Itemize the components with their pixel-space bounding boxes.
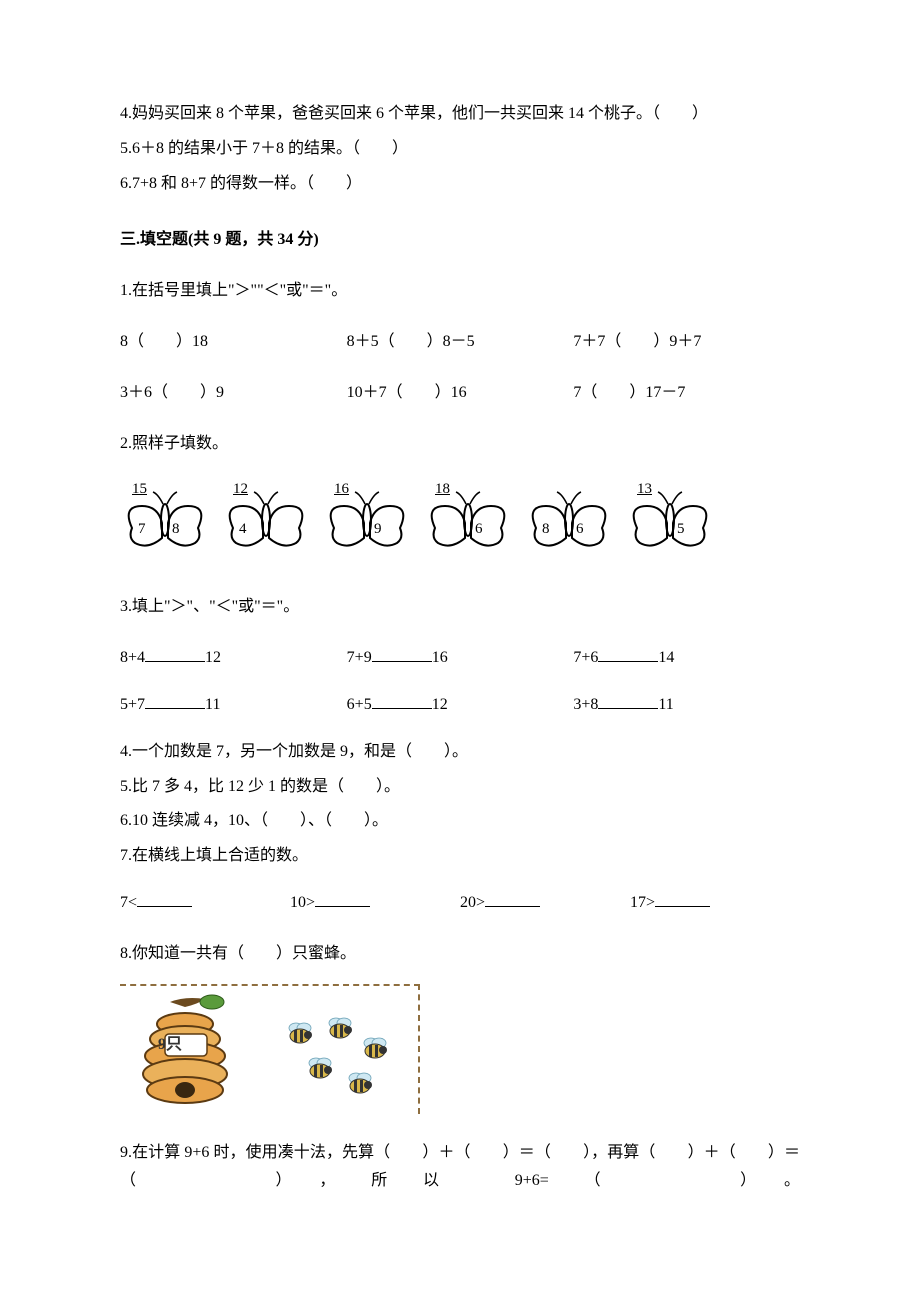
s3-q1-row2: 3＋6（ ）9 10＋7（ ）16 7（ ）17－7 [120, 379, 800, 408]
s3-q3-row2: 5+711 6+512 3+811 [120, 691, 800, 720]
butterfly-icon [120, 488, 215, 558]
s3-q1-r1c: 7＋7（ ）9＋7 [573, 328, 800, 357]
bee-illustration: 9只 [120, 984, 420, 1114]
s3-q8-prompt: 8.你知道一共有（ ）只蜜蜂。 [120, 940, 800, 969]
butterfly-icon [625, 488, 720, 558]
butterfly-icon [322, 488, 417, 558]
s3-q7-a: 7< [120, 889, 290, 918]
s2-q5: 5.6＋8 的结果小于 7＋8 的结果。（ ） [120, 135, 800, 164]
bee-icon [289, 1023, 312, 1043]
s3-q5: 5.比 7 多 4，比 12 少 1 的数是（ ）。 [120, 773, 800, 802]
s2-q4: 4.妈妈买回来 8 个苹果，爸爸买回来 6 个苹果，他们一共买回来 14 个桃子… [120, 100, 800, 129]
butterfly-row: 157812416918686135 [120, 478, 800, 563]
s3-q3-prompt: 3.填上"＞"、"＜"或"＝"。 [120, 593, 800, 622]
s3-q2-prompt: 2.照样子填数。 [120, 430, 800, 459]
butterfly-1: 124 [221, 478, 316, 563]
butterfly-icon [221, 488, 316, 558]
s3-q3-row1: 8+412 7+916 7+614 [120, 644, 800, 673]
butterfly-icon [423, 488, 518, 558]
s3-q7-c: 20> [460, 889, 630, 918]
s3-q3-r2a: 5+711 [120, 691, 347, 720]
s3-q9: 9.在计算 9+6 时，使用凑十法，先算（ ）＋（ ）＝（ ），再算（ ）＋（ … [120, 1139, 800, 1197]
butterfly-3: 186 [423, 478, 518, 563]
s3-q7-b: 10> [290, 889, 460, 918]
s3-q6: 6.10 连续减 4，10、（ ）、（ ）。 [120, 807, 800, 836]
butterfly-right-num: 9 [374, 516, 382, 543]
butterfly-4: 86 [524, 478, 619, 563]
s3-q1-r2b: 10＋7（ ）16 [347, 379, 574, 408]
butterfly-right-num: 6 [475, 516, 483, 543]
bee-icon [364, 1038, 387, 1058]
bee-icon [349, 1073, 372, 1093]
s3-q3-r1b: 7+916 [347, 644, 574, 673]
hive-count-label: 9只 [158, 1031, 182, 1060]
s3-q1-r2a: 3＋6（ ）9 [120, 379, 347, 408]
s3-q1-row1: 8（ ）18 8＋5（ ）8－5 7＋7（ ）9＋7 [120, 328, 800, 357]
butterfly-right-num: 5 [677, 516, 685, 543]
butterfly-0: 1578 [120, 478, 215, 563]
s3-q4: 4.一个加数是 7，另一个加数是 9，和是（ ）。 [120, 738, 800, 767]
s3-q1-r1b: 8＋5（ ）8－5 [347, 328, 574, 357]
s3-q3-r2c: 3+811 [573, 691, 800, 720]
butterfly-left-num: 8 [542, 516, 550, 543]
butterfly-right-num: 8 [172, 516, 180, 543]
beehive-icon [130, 994, 245, 1109]
s3-q1-r1a: 8（ ）18 [120, 328, 347, 357]
s3-q3-r2b: 6+512 [347, 691, 574, 720]
s3-q1-r2c: 7（ ）17－7 [573, 379, 800, 408]
bees-group [275, 1011, 405, 1111]
s3-q7-prompt: 7.在横线上填上合适的数。 [120, 842, 800, 871]
butterfly-right-num: 6 [576, 516, 584, 543]
butterfly-5: 135 [625, 478, 720, 563]
s3-q3-r1a: 8+412 [120, 644, 347, 673]
s3-q3-r1c: 7+614 [573, 644, 800, 673]
butterfly-2: 169 [322, 478, 417, 563]
s3-q7-d: 17> [630, 889, 800, 918]
butterfly-icon [524, 488, 619, 558]
s3-q7-row: 7< 10> 20> 17> [120, 889, 800, 918]
s2-q6: 6.7+8 和 8+7 的得数一样。（ ） [120, 170, 800, 199]
butterfly-left-num: 7 [138, 516, 146, 543]
butterfly-left-num: 4 [239, 516, 247, 543]
bee-icon [309, 1058, 332, 1078]
section3-header: 三.填空题(共 9 题，共 34 分) [120, 226, 800, 255]
bee-icon [329, 1018, 352, 1038]
s3-q1-prompt: 1.在括号里填上"＞""＜"或"＝"。 [120, 277, 800, 306]
